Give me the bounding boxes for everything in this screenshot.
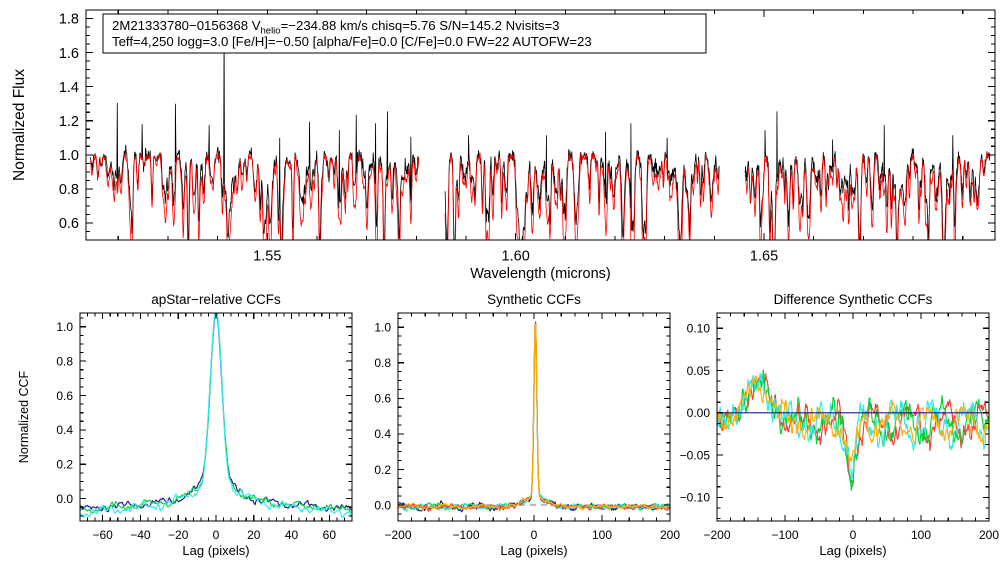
synthetic-spectrum-line	[444, 150, 720, 240]
spectrum-x-axis-title: Wavelength (microns)	[470, 266, 610, 282]
y-tick-label: 1.8	[59, 12, 79, 28]
y-tick-label: 0.4	[56, 423, 73, 437]
y-tick-label: 1.0	[56, 320, 73, 334]
annotation-box: 2M21333780−0156368 Vhelio=−234.88 km/s c…	[102, 13, 707, 54]
annotation-line-1-subscript: helio	[261, 25, 281, 36]
x-tick-label: −60	[92, 528, 113, 542]
annotation-line-1-pre: 2M21333780−0156368 V	[112, 18, 261, 33]
x-tick-label: 1.55	[253, 249, 281, 265]
ccf-curves	[717, 369, 989, 491]
y-tick-label: 0.2	[374, 463, 391, 477]
synthetic-ccf-panel: −200 −100 0 100 200 0.0 0.2 0.4 0.6 0.8 1.0 Synthet…	[374, 292, 680, 558]
ccf-curve	[717, 375, 989, 463]
x-tick-label: −100	[771, 528, 798, 542]
x-tick-label: 200	[979, 528, 999, 542]
ccf-curves	[398, 321, 670, 513]
synthetic-spectrum-line	[89, 151, 420, 240]
ccf-curve	[80, 313, 352, 519]
observed-spectrum-line	[89, 22, 420, 240]
annotation-box-border	[102, 13, 707, 54]
annotation-line-1-post: =−234.88 km/s chisq=5.76 S/N=145.2 Nvisi…	[281, 18, 560, 33]
y-tick-label: 0.0	[56, 492, 73, 506]
x-tick-label: −200	[384, 528, 411, 542]
ccf-x-axis-title: Lag (pixels)	[500, 543, 567, 558]
y-tick-label: 0.4	[374, 427, 391, 441]
y-tick-label: 0.0	[374, 498, 391, 512]
y-tick-label: 1.0	[374, 321, 391, 335]
ccf-curve	[80, 313, 352, 514]
y-tick-label: 1.2	[59, 114, 79, 130]
x-tick-label: −200	[703, 528, 730, 542]
y-tick-label: −0.10	[680, 491, 711, 505]
synthetic-spectrum-line	[744, 152, 991, 240]
y-tick-label: 0.05	[687, 364, 711, 378]
x-tick-label: −100	[452, 528, 479, 542]
spectrum-curves	[89, 22, 991, 240]
y-tick-label: 1.6	[59, 46, 79, 62]
plot-frame	[85, 9, 996, 241]
y-tick-label: 0.00	[687, 406, 711, 420]
panel-title: Synthetic CCFs	[487, 292, 581, 307]
difference-synthetic-ccf-panel: −200 −100 0 100 200 −0.10 −0.05 0.00 0.05 0.10 Dif…	[680, 292, 1000, 558]
annotation-line-2: Teff=4,250 logg=3.0 [Fe/H]=−0.50 [alpha/…	[112, 34, 592, 49]
y-tick-label: 1.0	[59, 148, 79, 164]
x-tick-label: 100	[911, 528, 931, 542]
y-tick-label: 0.8	[374, 356, 391, 370]
ccf-curves	[80, 313, 352, 519]
x-tick-label: 1.65	[750, 249, 778, 265]
x-tick-label: 20	[247, 528, 261, 542]
x-tick-label: 0	[531, 528, 538, 542]
spectrum-y-axis-title: Normalized Flux	[11, 69, 28, 181]
spectrum-panel: 1.55 1.60 1.65 0.6 0.8 1.0 1.2 1.4 1.6 1.8 Wavelen…	[11, 9, 996, 282]
y-tick-label: 1.4	[59, 80, 79, 96]
apstar-relative-ccf-panel: −60 −40 −20 0 20 40 60 0.0 0.2 0.4 0.6 0.8 1.0 apStar…	[17, 292, 353, 558]
panel-title: apStar−relative CCFs	[151, 292, 281, 307]
x-tick-label: 200	[660, 528, 680, 542]
plot-frame	[79, 312, 353, 522]
ccf-curve	[717, 372, 989, 480]
x-tick-label: 0	[213, 528, 220, 542]
x-tick-label: −40	[130, 528, 151, 542]
annotation-line-1: 2M21333780−0156368 Vhelio=−234.88 km/s c…	[112, 18, 560, 36]
x-tick-label: 0	[850, 528, 857, 542]
x-tick-label: 40	[285, 528, 299, 542]
y-tick-label: 0.2	[56, 458, 73, 472]
ccf-curve	[80, 313, 352, 513]
x-tick-label: 100	[592, 528, 612, 542]
y-tick-label: 0.8	[59, 182, 79, 198]
ccf-y-axis-title: Normalized CCF	[17, 370, 31, 463]
plot-frame	[716, 312, 990, 522]
y-tick-label: 0.6	[374, 392, 391, 406]
y-tick-label: 0.10	[687, 322, 711, 336]
ccf-x-axis-title: Lag (pixels)	[819, 543, 886, 558]
y-tick-label: 0.6	[59, 216, 79, 232]
panel-title: Difference Synthetic CCFs	[774, 292, 933, 307]
ccf-curve	[398, 324, 670, 512]
ccf-x-axis-title: Lag (pixels)	[182, 543, 249, 558]
x-tick-label: 60	[323, 528, 337, 542]
y-tick-label: 0.6	[56, 389, 73, 403]
x-tick-label: 1.60	[502, 249, 530, 265]
y-tick-label: 0.8	[56, 354, 73, 368]
x-tick-label: −20	[168, 528, 189, 542]
y-tick-label: −0.05	[680, 448, 711, 462]
